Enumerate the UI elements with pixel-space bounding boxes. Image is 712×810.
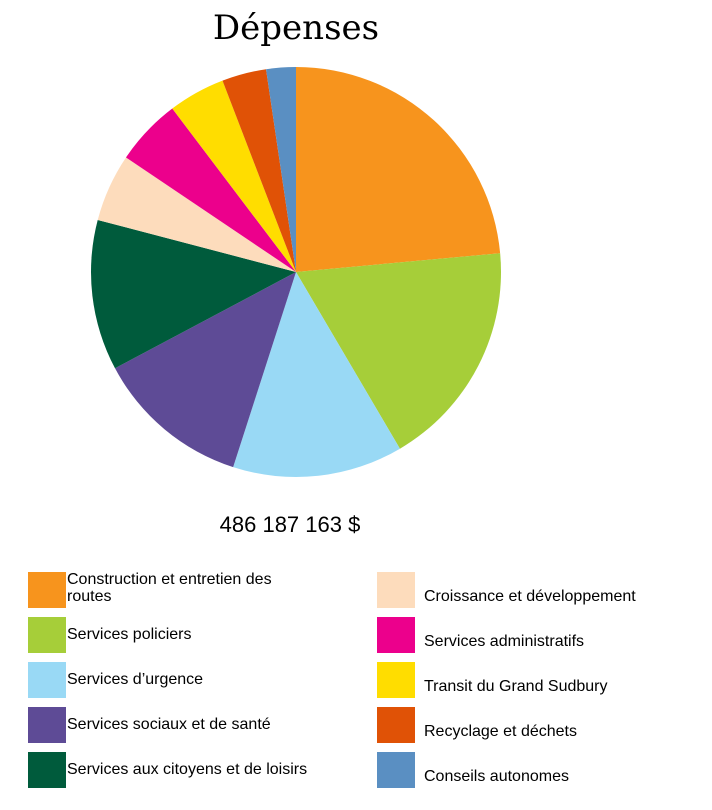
legend-swatch [377, 617, 415, 653]
legend-item-4: Services aux citoyens et de loisirs [28, 752, 318, 790]
legend-label: Recyclage et déchets [424, 723, 577, 740]
pie-slice-4 [91, 219, 297, 369]
pie-slice-1 [296, 253, 502, 449]
legend-label: Services d’urgence [67, 671, 204, 688]
legend-item-5: Croissance et développement [377, 572, 697, 610]
pie-slice-3 [115, 272, 296, 468]
legend-label: Services sociaux et de santé [67, 716, 271, 733]
legend-swatch [28, 572, 66, 608]
pie-slice-8 [222, 69, 296, 272]
pie-chart [91, 67, 502, 477]
legend-label: Conseils autonomes [424, 768, 569, 785]
legend-swatch [377, 707, 415, 743]
legend-item-1: Services policiers [28, 617, 318, 655]
legend-swatch [28, 707, 66, 743]
pie-slice-6 [125, 108, 296, 272]
legend-label: Services administratifs [424, 633, 585, 650]
legend-swatch [377, 752, 415, 788]
pie-slice-2 [233, 272, 400, 477]
pie-slice-5 [97, 157, 296, 272]
legend-item-7: Transit du Grand Sudbury [377, 662, 697, 700]
pie-slice-7 [172, 80, 296, 272]
legend-item-2: Services d’urgence [28, 662, 318, 700]
legend-label: Croissance et développement [424, 588, 636, 605]
legend-item-6: Services administratifs [377, 617, 697, 655]
legend-item-9: Conseils autonomes [377, 752, 697, 790]
legend-item-0: Construction et entretien des routes [28, 571, 318, 610]
legend-label: Construction et entretien des routes [67, 571, 272, 605]
pie-slice-0 [296, 67, 501, 272]
legend-item-8: Recyclage et déchets [377, 707, 697, 745]
legend-swatch [28, 752, 66, 788]
legend-item-3: Services sociaux et de santé [28, 707, 318, 745]
legend-label: Services aux citoyens et de loisirs [67, 761, 308, 778]
pie-slice-9 [266, 67, 296, 272]
legend-label: Services policiers [67, 626, 192, 643]
total-amount: 486 187 163 $ [219, 512, 361, 537]
legend-label: Transit du Grand Sudbury [424, 678, 608, 695]
legend-swatch [377, 662, 415, 698]
chart-title: Dépenses [212, 8, 380, 48]
legend-swatch [28, 617, 66, 653]
legend-swatch [28, 662, 66, 698]
legend-swatch [377, 572, 415, 608]
